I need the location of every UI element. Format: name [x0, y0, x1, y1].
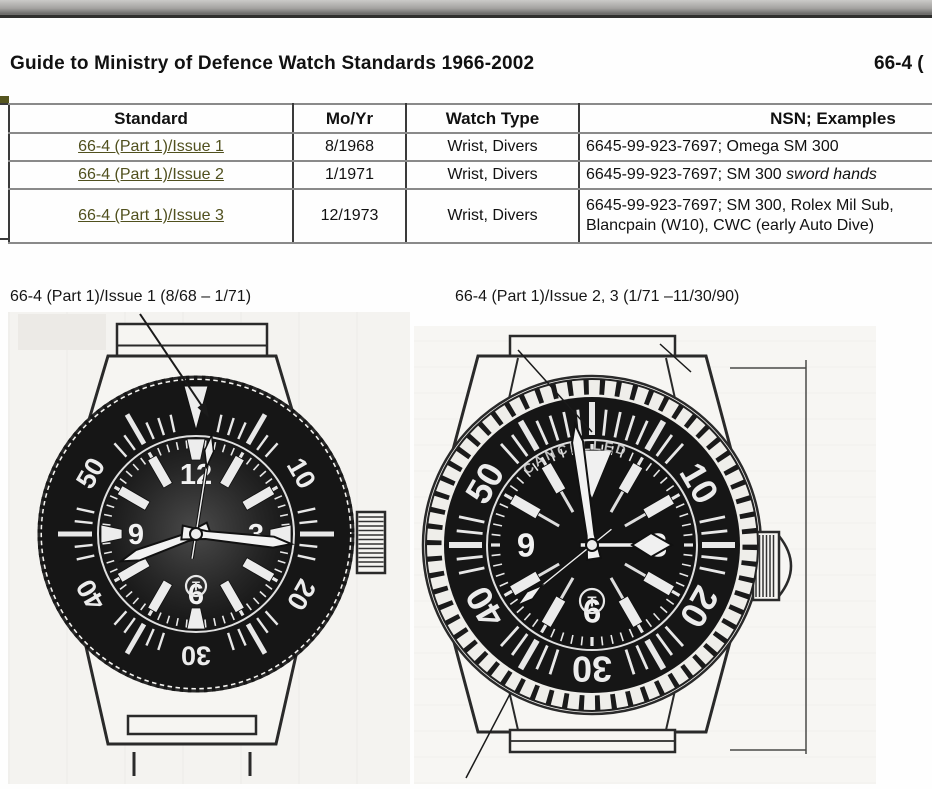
cell-watch-type: Wrist, Divers	[405, 188, 580, 244]
watch-illustration: 102030405012369T	[18, 313, 387, 776]
nsn-text: 6645-99-923-7697; Omega SM 300	[586, 138, 839, 155]
cell-mo-yr: 1/1971	[292, 160, 407, 190]
cell-standard: 66-4 (Part 1)/Issue 1	[8, 132, 294, 162]
svg-text:T: T	[587, 593, 596, 610]
cell-watch-type: Wrist, Divers	[405, 132, 580, 162]
watch-figure-issue2-3: 1020304050369TCANCELLED	[414, 326, 876, 784]
col-header-standard: Standard	[8, 103, 294, 134]
standards-table-wrap: Standard Mo/Yr Watch Type NSN; Examples …	[8, 103, 932, 244]
cell-nsn: 6645-99-923-7697; SM 300, Rolex Mil Sub,…	[578, 188, 932, 244]
table-top-rule	[0, 103, 10, 105]
svg-text:T: T	[192, 579, 200, 594]
table-corner-tab	[0, 96, 9, 104]
page-reference: 66-4 (	[874, 53, 924, 74]
svg-text:30: 30	[181, 641, 211, 671]
svg-text:30: 30	[572, 648, 612, 689]
window-edge-bar	[0, 0, 932, 18]
svg-text:9: 9	[128, 519, 144, 551]
watch-figure-issue1: 102030405012369T	[8, 312, 410, 784]
standard-link-issue3[interactable]: 66-4 (Part 1)/Issue 3	[78, 207, 224, 224]
cell-mo-yr: 12/1973	[292, 188, 407, 244]
page-title: Guide to Ministry of Defence Watch Stand…	[10, 53, 535, 74]
table-row: 66-4 (Part 1)/Issue 1 8/1968 Wrist, Dive…	[8, 132, 932, 162]
col-header-mo-yr: Mo/Yr	[292, 103, 407, 134]
table-header-row: Standard Mo/Yr Watch Type NSN; Examples	[8, 103, 932, 134]
standards-table: Standard Mo/Yr Watch Type NSN; Examples …	[8, 103, 932, 244]
watch-illustration: 1020304050369TCANCELLED	[421, 334, 807, 779]
nsn-text: 6645-99-923-7697; SM 300	[586, 166, 787, 183]
nsn-text: 6645-99-923-7697; SM 300, Rolex Mil Sub,	[586, 197, 894, 214]
col-header-watch-type: Watch Type	[405, 103, 580, 134]
figure-caption-issue1: 66-4 (Part 1)/Issue 1 (8/68 – 1/71)	[10, 288, 252, 305]
cell-nsn: 6645-99-923-7697; Omega SM 300	[578, 132, 932, 162]
svg-text:6: 6	[583, 593, 601, 630]
figure-caption-issue2-3: 66-4 (Part 1)/Issue 2, 3 (1/71 –11/30/90…	[455, 288, 740, 305]
cell-nsn: 6645-99-923-7697; SM 300 sword hands	[578, 160, 932, 190]
table-row: 66-4 (Part 1)/Issue 3 12/1973 Wrist, Div…	[8, 188, 932, 244]
nsn-italic-text: sword hands	[786, 166, 877, 183]
table-row: 66-4 (Part 1)/Issue 2 1/1971 Wrist, Dive…	[8, 160, 932, 190]
cell-standard: 66-4 (Part 1)/Issue 3	[8, 188, 294, 244]
col-header-nsn-examples: NSN; Examples	[578, 103, 932, 134]
nsn-text-line2: Blancpain (W10), CWC (early Auto Dive)	[586, 217, 875, 234]
cell-mo-yr: 8/1968	[292, 132, 407, 162]
table-bottom-rule	[0, 238, 10, 240]
cell-standard: 66-4 (Part 1)/Issue 2	[8, 160, 294, 190]
standard-link-issue1[interactable]: 66-4 (Part 1)/Issue 1	[78, 138, 224, 155]
cell-watch-type: Wrist, Divers	[405, 160, 580, 190]
svg-text:9: 9	[517, 527, 535, 564]
standard-link-issue2[interactable]: 66-4 (Part 1)/Issue 2	[78, 166, 224, 183]
